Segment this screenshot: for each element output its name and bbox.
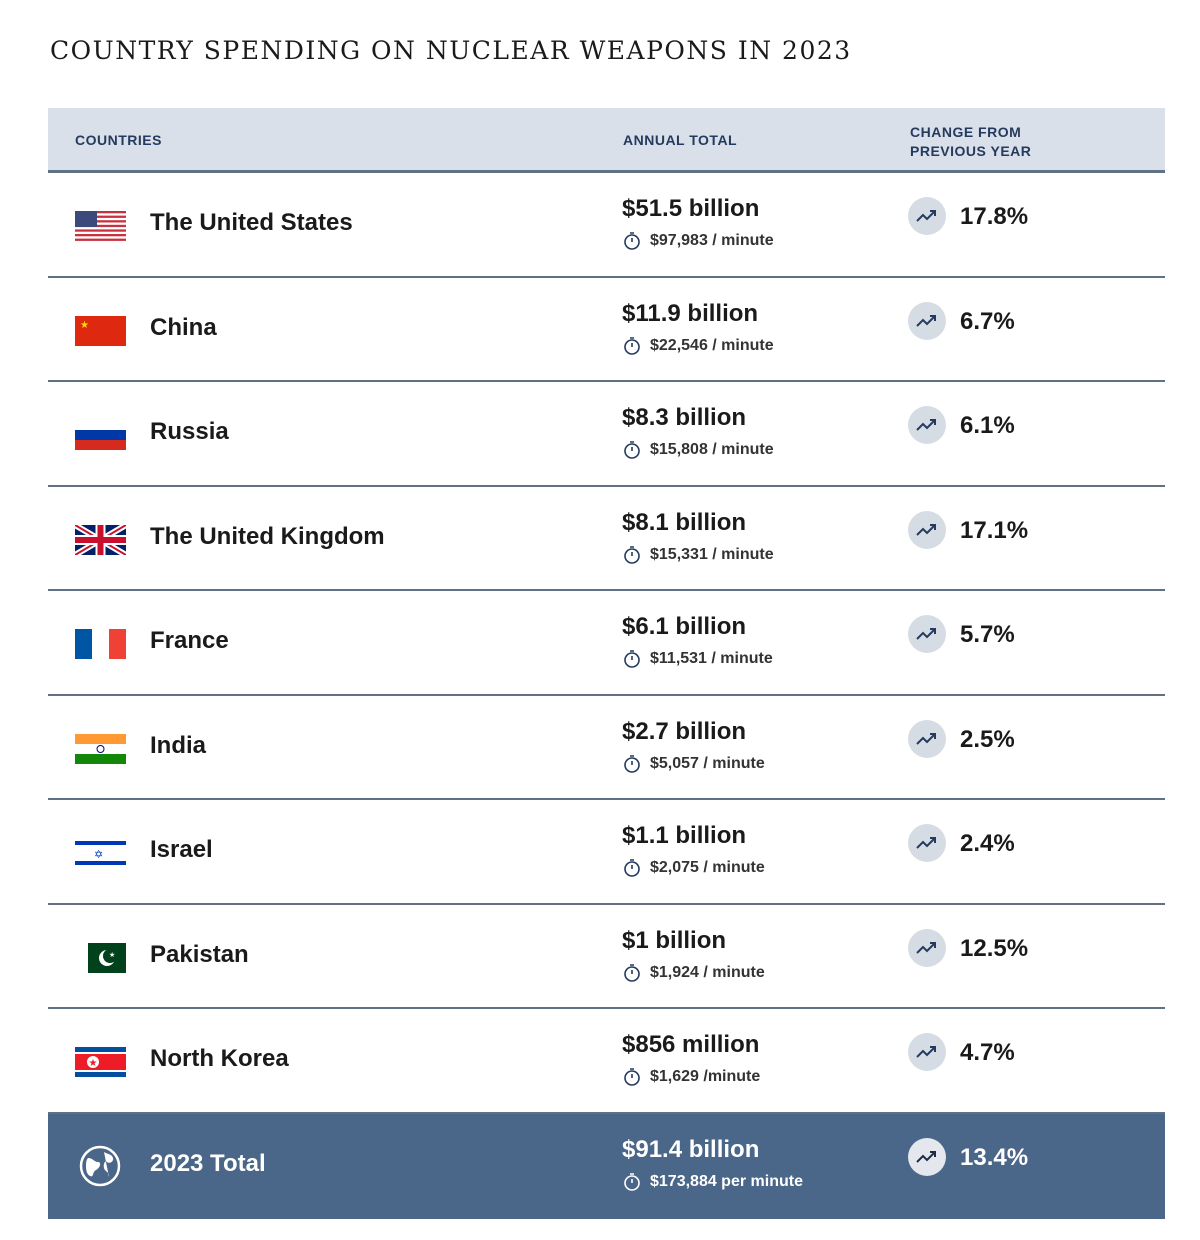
per-minute: $1,924 / minute [622, 963, 765, 983]
country-name: Pakistan [150, 940, 249, 968]
flag-fr-icon [75, 629, 126, 659]
per-minute: $22,546 / minute [622, 336, 774, 356]
flag-cn-icon: ★ [75, 315, 126, 346]
trend-up-icon [908, 824, 946, 862]
per-minute: $11,531 / minute [622, 649, 773, 669]
table-row: ✡ Israel $1.1 billion $2,075 / minute 2.… [48, 800, 1165, 905]
flag-kp-icon: ★ [75, 1047, 126, 1077]
country-name: North Korea [150, 1045, 289, 1072]
country-name: China [150, 313, 217, 341]
change-percent: 5.7% [960, 621, 1015, 648]
table-row: ★ China $11.9 billion $22,546 / minute 6… [48, 278, 1165, 382]
stopwatch-icon [624, 859, 640, 877]
annual-total: $6.1 billion [622, 613, 747, 640]
table-row: The United States $51.5 billion $97,983 … [48, 173, 1165, 278]
total-label: 2023 Total [150, 1149, 266, 1177]
svg-text:★: ★ [80, 320, 89, 331]
change-percent: 2.5% [960, 725, 1015, 753]
svg-text:✡: ✡ [94, 849, 103, 861]
stopwatch-icon [624, 441, 640, 459]
annual-total: $8.1 billion [622, 508, 747, 536]
change-percent: 12.5% [960, 934, 1029, 962]
spending-table: COUNTRIES ANNUAL TOTAL CHANGE FROM PREVIO… [48, 108, 1165, 1219]
svg-text:★: ★ [109, 951, 115, 959]
per-minute: $15,331 / minute [622, 545, 774, 565]
country-name: The United Kingdom [150, 522, 385, 550]
stopwatch-icon [624, 650, 640, 668]
table-row: ★ Pakistan $1 billion $1,924 / minute 12… [48, 905, 1165, 1009]
table-header: COUNTRIES ANNUAL TOTAL CHANGE FROM PREVIO… [48, 108, 1165, 173]
total-row: 2023 Total $91.4 billion $173,884 per mi… [48, 1113, 1165, 1219]
change-percent: 17.8% [960, 203, 1029, 230]
total-change: 13.4% [960, 1143, 1029, 1171]
stopwatch-icon [624, 754, 640, 773]
change-percent: 17.1% [960, 516, 1029, 544]
country-name: France [150, 627, 229, 654]
header-change: CHANGE FROM PREVIOUS YEAR [910, 124, 1032, 159]
stopwatch-icon [624, 963, 640, 982]
table-row: France $6.1 billion $11,531 / minute 5.7… [48, 591, 1165, 696]
flag-in-icon [75, 733, 126, 764]
svg-text:★: ★ [89, 1058, 98, 1069]
table-row: India $2.7 billion $5,057 / minute 2.5% [48, 696, 1165, 800]
annual-total: $11.9 billion [622, 299, 759, 327]
change-percent: 2.4% [960, 830, 1015, 857]
flag-il-icon: ✡ [75, 838, 126, 868]
change-percent: 4.7% [960, 1039, 1015, 1066]
trend-up-icon [908, 719, 946, 758]
trend-up-icon [908, 197, 946, 235]
annual-total: $51.5 billion [622, 195, 760, 222]
stopwatch-icon [624, 1068, 640, 1086]
change-percent: 6.7% [960, 307, 1015, 335]
trend-up-icon [908, 510, 946, 549]
flag-us-icon [75, 211, 126, 241]
trend-up-icon [908, 406, 946, 444]
annual-total: $1.1 billion [622, 822, 747, 849]
stopwatch-icon [624, 232, 640, 250]
stopwatch-icon [624, 336, 640, 355]
country-name: Israel [150, 836, 213, 863]
per-minute: $2,075 / minute [622, 858, 765, 878]
header-annual: ANNUAL TOTAL [623, 132, 738, 148]
trend-up-icon [908, 928, 946, 967]
per-minute: $5,057 / minute [622, 754, 765, 774]
trend-up-icon [908, 1033, 946, 1071]
flag-pk-icon: ★ [75, 942, 126, 973]
country-name: The United States [150, 209, 353, 236]
per-minute: $97,983 / minute [622, 231, 774, 251]
header-countries: COUNTRIES [75, 132, 162, 148]
table-row: The United Kingdom $8.1 billion $15,331 … [48, 487, 1165, 591]
total-per-minute: $173,884 per minute [622, 1172, 803, 1192]
trend-up-icon [908, 615, 946, 653]
country-name: India [150, 731, 207, 759]
flag-ru-icon [75, 420, 126, 450]
per-minute: $1,629 /minute [622, 1067, 760, 1087]
flag-uk-icon [75, 524, 126, 555]
total-annual: $91.4 billion [622, 1135, 760, 1163]
annual-total: $1 billion [622, 926, 727, 954]
annual-total: $2.7 billion [622, 717, 747, 745]
stopwatch-icon [624, 545, 640, 564]
table-row: ★ North Korea $856 million $1,629 /minut… [48, 1009, 1165, 1114]
per-minute: $15,808 / minute [622, 440, 774, 460]
trend-up-icon [908, 301, 946, 340]
trend-up-icon [908, 1137, 946, 1176]
table-row: Russia $8.3 billion $15,808 / minute 6.1… [48, 382, 1165, 487]
annual-total: $8.3 billion [622, 404, 747, 431]
stopwatch-icon [624, 1172, 640, 1191]
annual-total: $856 million [622, 1031, 760, 1058]
country-name: Russia [150, 418, 229, 445]
globe-icon [79, 1145, 121, 1186]
change-percent: 6.1% [960, 412, 1015, 439]
page-title: COUNTRY SPENDING ON NUCLEAR WEAPONS IN 2… [50, 36, 852, 65]
